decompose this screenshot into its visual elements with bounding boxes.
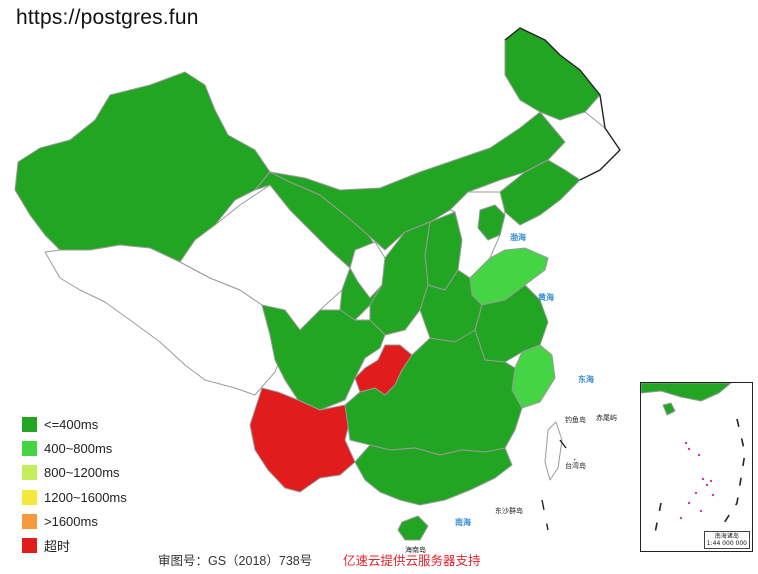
legend-label: 超时 — [44, 539, 71, 555]
legend-label: 400~800ms — [44, 440, 113, 456]
label-hainan: 海南岛 — [405, 545, 426, 554]
inset-hainan — [662, 402, 676, 416]
south-china-sea-inset: 南海诸岛 1:44 000 000 — [640, 382, 753, 552]
latency-legend: <=400ms 400~800ms 800~1200ms 1200~1600ms >16… — [22, 412, 127, 558]
legend-swatch — [22, 416, 37, 432]
inset-caption-scale: 1:44 000 000 — [706, 540, 747, 547]
region-heilongjiang[interactable] — [504, 27, 601, 121]
region-beijing-tianjin[interactable] — [477, 204, 506, 241]
label-nanhai: 南海 — [455, 517, 471, 527]
legend-item: 400~800ms — [22, 436, 127, 460]
label-chiwei: 赤尾屿 — [596, 413, 617, 422]
legend-label: <=400ms — [44, 416, 99, 432]
label-diaoyu: 钓鱼岛 — [565, 415, 586, 424]
legend-item: >1600ms — [22, 509, 127, 533]
sponsor-link[interactable]: 亿速云提供云服务器支持 — [343, 554, 481, 568]
legend-item: <=400ms — [22, 412, 127, 436]
region-shaanxi[interactable] — [369, 221, 431, 336]
label-taiwan: 台湾岛 — [565, 461, 586, 470]
region-yunnan[interactable] — [249, 387, 356, 493]
map-approval-number: 审图号：GS（2018）738号 — [158, 554, 313, 568]
inset-islands — [679, 441, 715, 520]
legend-label: >1600ms — [44, 513, 98, 529]
region-ningxia[interactable] — [349, 241, 386, 299]
northeast-border — [504, 27, 621, 181]
site-title: https://postgres.fun — [16, 6, 199, 29]
legend-item: 800~1200ms — [22, 461, 127, 485]
inset-caption-title: 南海诸岛 — [714, 533, 739, 540]
legend-swatch — [22, 513, 37, 529]
south-sea-dashes — [541, 439, 576, 531]
region-liaoning[interactable] — [499, 159, 581, 226]
inset-map — [640, 382, 746, 544]
legend-item: 超时 — [22, 533, 127, 557]
legend-item: 1200~1600ms — [22, 485, 127, 509]
legend-label: 1200~1600ms — [44, 489, 127, 505]
label-bohai: 渤海 — [510, 232, 526, 242]
label-dongsha: 东沙群岛 — [495, 506, 523, 515]
inset-mainland — [640, 382, 732, 402]
legend-swatch — [22, 465, 37, 481]
inset-caption: 南海诸岛 1:44 000 000 — [703, 531, 750, 549]
legend-swatch — [22, 440, 37, 456]
region-sichuan[interactable] — [261, 304, 386, 411]
legend-swatch — [22, 489, 37, 505]
legend-label: 800~1200ms — [44, 465, 120, 481]
region-hainan[interactable] — [397, 515, 429, 541]
inset-dash-line — [654, 418, 746, 544]
legend-swatch — [22, 538, 37, 554]
region-guangxi-guangdong[interactable] — [354, 444, 513, 506]
label-donghai: 东海 — [578, 374, 594, 384]
label-huanghai: 黄海 — [538, 292, 554, 302]
region-taiwan[interactable] — [544, 421, 563, 481]
